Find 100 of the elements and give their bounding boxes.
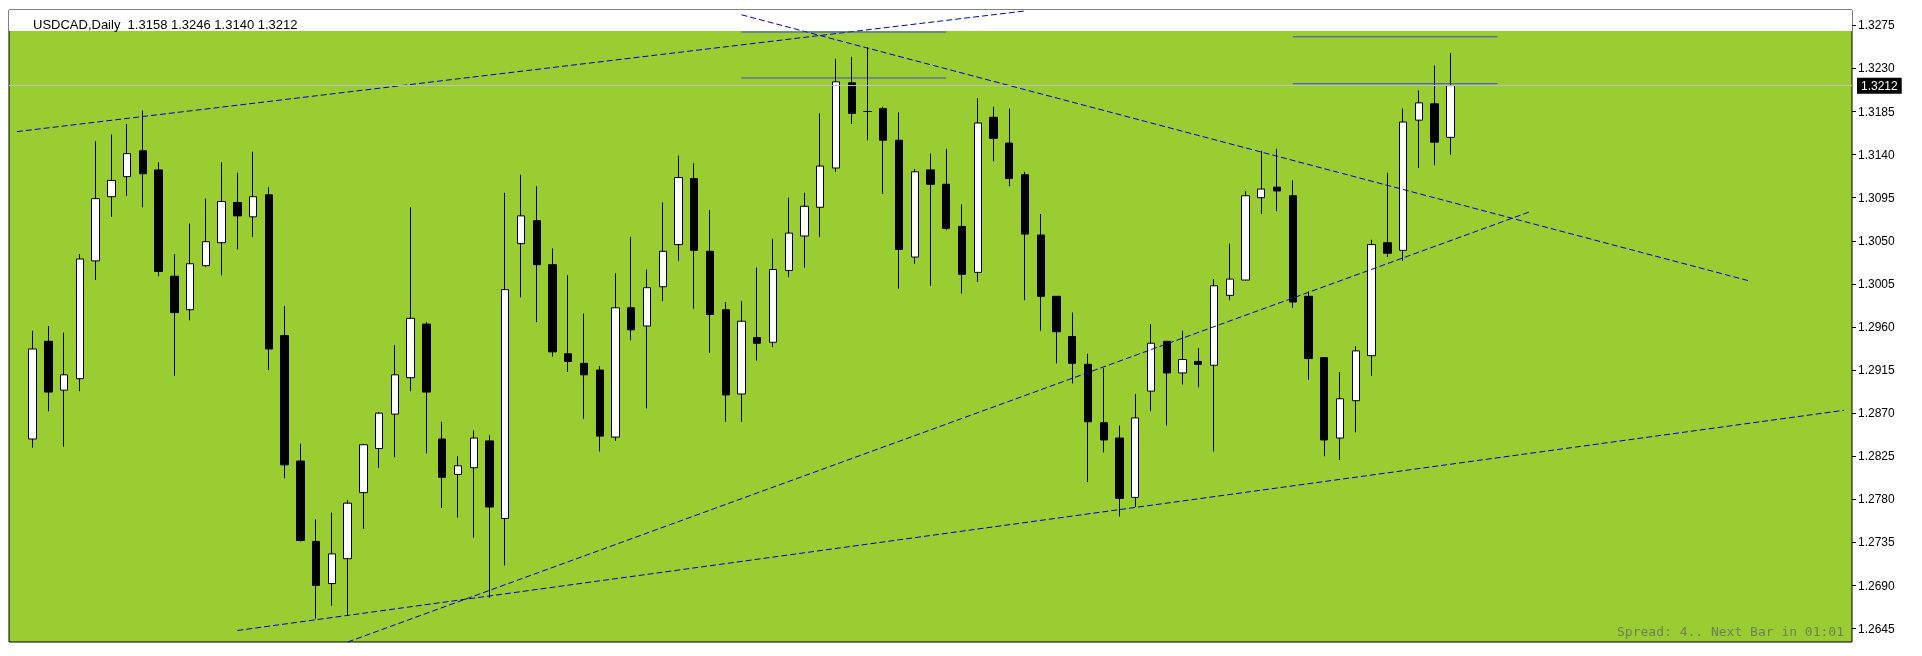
candlestick bbox=[1131, 393, 1139, 508]
candlestick bbox=[422, 321, 431, 454]
candlestick bbox=[596, 365, 604, 452]
candlestick bbox=[454, 455, 462, 519]
candlestick bbox=[1304, 291, 1313, 381]
candlestick bbox=[139, 110, 147, 208]
candlestick bbox=[533, 185, 541, 323]
y-tick-label: 1.2870 bbox=[1858, 406, 1896, 421]
candlestick bbox=[690, 162, 698, 310]
candlestick bbox=[1399, 108, 1407, 262]
candlestick bbox=[1100, 367, 1108, 453]
candlestick bbox=[123, 123, 131, 197]
y-tick-label: 1.2690 bbox=[1858, 578, 1896, 593]
candlestick bbox=[674, 155, 683, 262]
candlestick bbox=[1352, 345, 1360, 433]
candlestick bbox=[1446, 52, 1455, 156]
candlestick bbox=[470, 429, 478, 539]
candlestick bbox=[91, 140, 100, 281]
y-tick-label: 1.3140 bbox=[1858, 147, 1896, 162]
candlestick bbox=[154, 161, 163, 277]
y-tick-label: 1.2825 bbox=[1858, 449, 1896, 464]
candlestick bbox=[564, 274, 572, 373]
candlestick bbox=[1194, 347, 1202, 388]
candlestick bbox=[375, 411, 383, 469]
candlestick bbox=[863, 46, 872, 141]
candlestick bbox=[706, 209, 714, 354]
candlestick bbox=[265, 186, 273, 371]
candlestick bbox=[391, 344, 399, 458]
candlestick bbox=[186, 223, 194, 321]
candlestick bbox=[107, 133, 116, 218]
candlestick bbox=[816, 112, 824, 238]
candlestick bbox=[627, 236, 635, 341]
candlestick bbox=[958, 203, 966, 294]
candlestick bbox=[249, 151, 257, 238]
candlestick bbox=[1115, 425, 1124, 518]
candlestick bbox=[942, 148, 950, 231]
candlestick bbox=[296, 443, 305, 542]
candlestick bbox=[1336, 371, 1344, 461]
candlestick bbox=[785, 197, 793, 278]
candlestick bbox=[737, 300, 746, 423]
candlestick bbox=[1273, 148, 1281, 212]
y-tick-label: 1.3050 bbox=[1858, 233, 1896, 248]
candlestick bbox=[359, 443, 368, 530]
candlestick bbox=[1430, 65, 1439, 166]
candlestick bbox=[832, 58, 840, 173]
y-tick-label: 1.2915 bbox=[1858, 363, 1896, 378]
candlestick bbox=[1289, 179, 1297, 309]
candlestick bbox=[1068, 312, 1076, 384]
candlestick bbox=[1021, 171, 1029, 301]
candlestick bbox=[233, 172, 242, 250]
candlestick bbox=[580, 313, 588, 420]
candlestick bbox=[611, 272, 620, 442]
candlestick bbox=[1084, 353, 1092, 483]
candlestick bbox=[1163, 340, 1171, 427]
candlestick bbox=[406, 206, 415, 392]
candlestick bbox=[879, 106, 887, 195]
candlestick bbox=[722, 301, 730, 423]
y-tick-label: 1.3095 bbox=[1858, 190, 1896, 205]
candlestick bbox=[501, 192, 509, 566]
candlestick bbox=[280, 305, 289, 479]
candlestick bbox=[1320, 357, 1328, 457]
candlestick bbox=[1415, 89, 1423, 169]
candlestick bbox=[911, 168, 919, 265]
candlestick bbox=[517, 174, 525, 298]
candlestick bbox=[1257, 150, 1265, 215]
candlestick bbox=[974, 97, 982, 283]
candlestick bbox=[1367, 239, 1376, 377]
ref-line-label: 1.3212 bbox=[1861, 78, 1899, 93]
candlestick bbox=[848, 56, 856, 125]
candlestick bbox=[28, 330, 37, 449]
candlestick bbox=[659, 201, 667, 302]
candlestick bbox=[643, 269, 651, 409]
candlestick bbox=[1383, 172, 1392, 258]
annotation: Spread: 4.. Next Bar in 01:01 bbox=[1617, 624, 1845, 639]
text: USDCAD,Daily 1.3158 1.3246 1.3140 1.3212 bbox=[33, 17, 298, 32]
y-tick-label: 1.2960 bbox=[1858, 319, 1896, 334]
candlestick bbox=[485, 434, 494, 599]
candlestick bbox=[1241, 190, 1250, 282]
y-tick-label: 1.3005 bbox=[1858, 276, 1896, 291]
candlestick bbox=[769, 238, 777, 348]
candlestick bbox=[328, 512, 336, 607]
candlestick bbox=[1226, 243, 1234, 301]
candlestick bbox=[895, 111, 903, 290]
candlestick bbox=[1037, 213, 1045, 332]
candlestick bbox=[926, 153, 935, 287]
candlestick bbox=[753, 267, 761, 361]
candlestick bbox=[44, 325, 53, 412]
candlestick bbox=[1052, 295, 1061, 364]
y-tick-label: 1.3230 bbox=[1858, 61, 1896, 76]
candlestick bbox=[438, 421, 446, 509]
candlestick bbox=[60, 332, 68, 448]
candlestick bbox=[312, 518, 320, 620]
candlestick bbox=[170, 253, 179, 377]
candlestick bbox=[1147, 323, 1155, 412]
candlestick bbox=[202, 198, 210, 268]
y-tick-label: 1.2780 bbox=[1858, 492, 1896, 507]
y-tick-label: 1.3275 bbox=[1858, 18, 1896, 33]
candlestick bbox=[1210, 278, 1218, 452]
y-tick-label: 1.3185 bbox=[1858, 104, 1896, 119]
candlestick bbox=[343, 499, 352, 616]
